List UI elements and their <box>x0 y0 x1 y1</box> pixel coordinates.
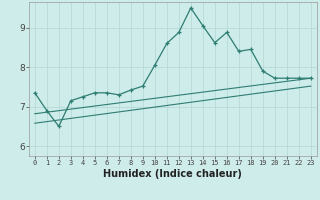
X-axis label: Humidex (Indice chaleur): Humidex (Indice chaleur) <box>103 169 242 179</box>
